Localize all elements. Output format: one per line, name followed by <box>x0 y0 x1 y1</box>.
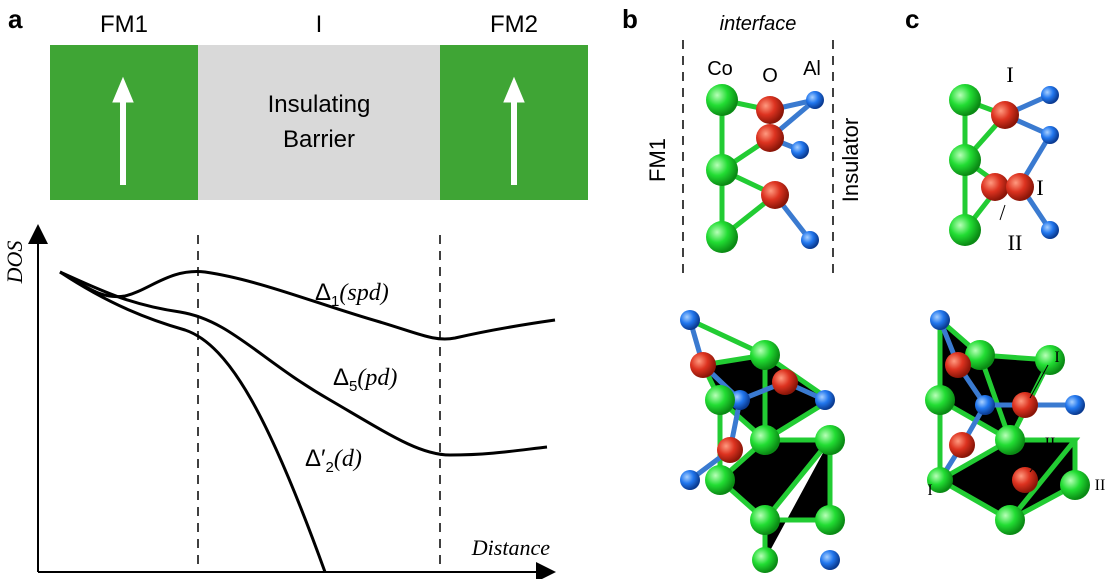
atom-label: O <box>762 65 778 87</box>
site-label: I <box>927 482 932 499</box>
argument: (pd) <box>357 365 397 391</box>
barrier-text: Barrier <box>283 126 355 153</box>
site-label: I <box>1054 349 1059 366</box>
site-label: I <box>1036 175 1043 200</box>
barrier-layer <box>198 45 440 200</box>
panel-label: a <box>8 4 23 34</box>
y-axis-label: DOS <box>2 241 27 285</box>
atom-label: Al <box>803 58 821 80</box>
symbol: Δ <box>333 364 349 391</box>
panel-label: b <box>622 4 638 34</box>
barrier-text: Insulating <box>268 91 371 118</box>
atom-label: Co <box>707 58 733 80</box>
layer-label: I <box>316 11 323 38</box>
subscript: 2 <box>326 459 334 476</box>
layer-label: FM1 <box>100 11 148 38</box>
subscript: 5 <box>349 378 357 395</box>
x-axis-label: Distance <box>471 535 550 560</box>
symbol: Δ′ <box>305 445 326 472</box>
figure: a FM1 I FM2 Insulating Barrier DOS Dista… <box>0 0 1109 579</box>
argument: (spd) <box>339 280 388 306</box>
interface-title: interface <box>720 13 797 35</box>
layer-label: FM2 <box>490 11 538 38</box>
dos-curves <box>60 272 555 572</box>
side-label: FM1 <box>645 138 670 182</box>
curve-label: Δ5(pd) <box>333 364 397 395</box>
site-label: II <box>1045 435 1056 452</box>
panel-label: c <box>905 4 919 34</box>
site-label: II <box>1095 477 1106 494</box>
argument: (d) <box>334 446 362 472</box>
side-label: Insulator <box>838 118 863 202</box>
site-label: II <box>1008 230 1023 255</box>
subscript: 1 <box>331 293 339 310</box>
symbol: Δ <box>315 279 331 306</box>
axes <box>38 228 552 572</box>
curve-label: Δ1(spd) <box>315 279 389 310</box>
curve-label: Δ′2(d) <box>305 445 362 476</box>
site-label: I <box>1006 62 1013 87</box>
